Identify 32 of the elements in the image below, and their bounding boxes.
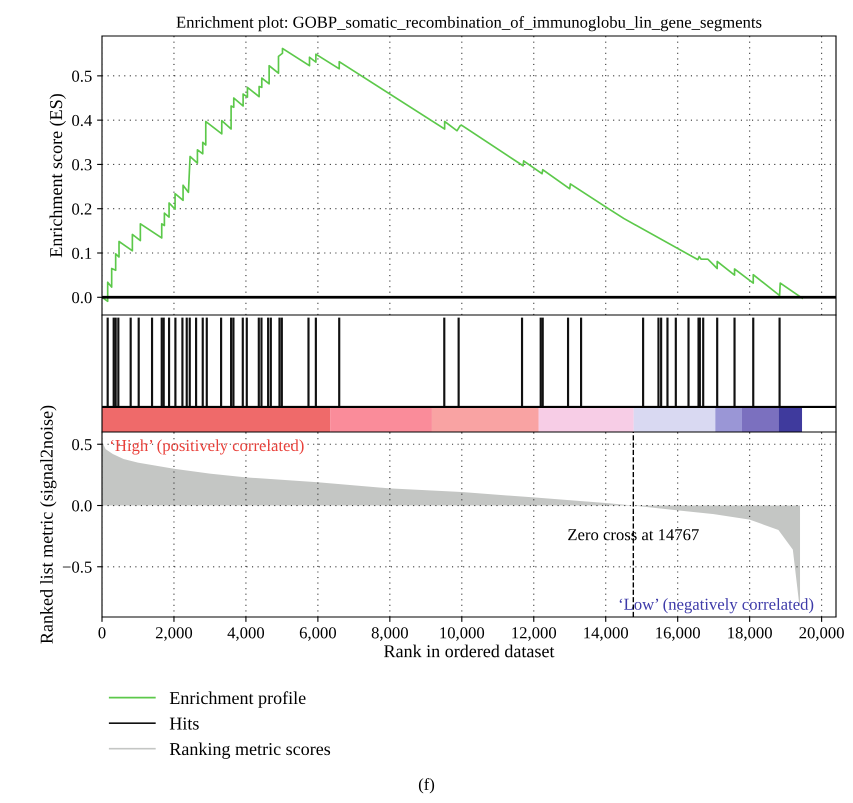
x-tick-label: 4,000 (227, 627, 264, 641)
y-tick-label: 0.0 (72, 292, 92, 304)
x-axis-title: Rank in ordered dataset (384, 644, 554, 658)
x-tick-label: 10,000 (440, 627, 484, 641)
y-tick-label: 0.5 (72, 438, 92, 450)
y-tick-label: 0.3 (72, 159, 92, 170)
y-tick-label: −0.5 (62, 561, 92, 573)
legend-label: Ranking metric scores (170, 742, 330, 759)
x-tick-label: 0 (98, 627, 106, 638)
y-tick-label: 0.0 (72, 500, 92, 512)
text: (f) (418, 778, 434, 794)
y-axis-title: Enrichment score (ES) (50, 94, 66, 258)
x-tick-label: 18,000 (728, 627, 772, 641)
y-axis-title: Ranked list metric (signal2noise) (40, 406, 56, 644)
x-tick-label: 20,000 (799, 627, 844, 641)
x-tick-label: 16,000 (656, 627, 700, 641)
legend-label: Hits (170, 718, 199, 730)
ref-line-label: Zero cross at 14767 (568, 529, 699, 540)
chart-title: Enrichment plot: GOBP_somatic_recombination_of_immunoglobu_lin_gene_segments (176, 16, 762, 32)
y-tick-label: 0.1 (72, 248, 92, 260)
x-tick-label: 8,000 (372, 627, 408, 641)
y-tick-label: 0.5 (72, 70, 92, 82)
x-tick-label: 14,000 (584, 627, 628, 641)
y-tick-label: 0.4 (72, 114, 92, 126)
x-tick-label: 12,000 (512, 627, 556, 641)
legend-label: Enrichment profile (170, 691, 306, 708)
x-tick-label: 2,000 (156, 627, 192, 641)
y-tick-label: 0.2 (72, 203, 92, 215)
x-tick-label: 6,000 (300, 627, 336, 641)
line-series (102, 48, 804, 302)
annotation: ‘Low’ (negatively correlated) (620, 598, 814, 614)
annotation: ‘High’ (positively correlated) (110, 439, 304, 455)
